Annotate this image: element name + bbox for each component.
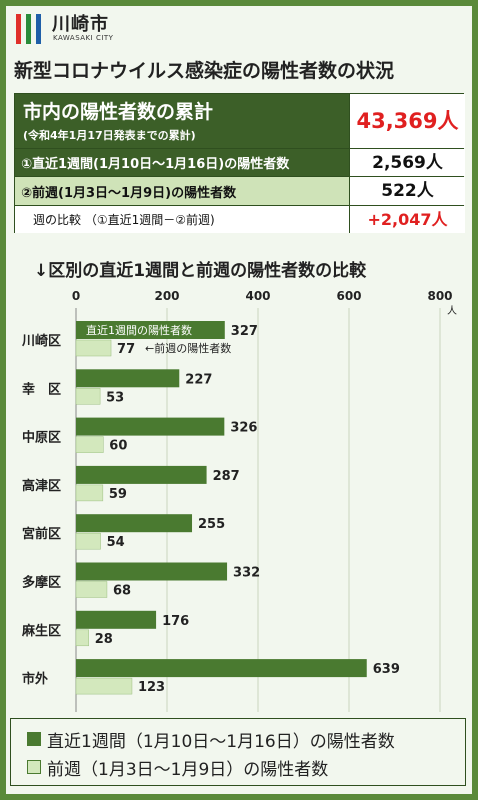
city-logo-mark-icon bbox=[16, 14, 41, 44]
city-name: 川崎市 bbox=[52, 14, 109, 35]
data-label-recent: 176 bbox=[162, 614, 189, 629]
data-label-previous: 77 bbox=[117, 342, 135, 357]
legend-swatch-previous bbox=[27, 760, 41, 774]
category-label: 宮前区 bbox=[22, 526, 61, 542]
x-tick-label: 800 bbox=[427, 289, 452, 303]
page-title: 新型コロナウイルス感染症の陽性者数の状況 bbox=[14, 60, 395, 82]
category-label: 市外 bbox=[22, 671, 48, 687]
bar-recent bbox=[76, 465, 207, 484]
recent-value: 2,569人 bbox=[349, 149, 465, 176]
bar-recent bbox=[76, 659, 367, 678]
previous-value: 522人 bbox=[349, 177, 465, 205]
bar-recent bbox=[76, 321, 225, 339]
legend-item-recent: 直近1週間（1月10日～1月16日）の陽性者数 bbox=[27, 727, 395, 752]
bar-previous bbox=[75, 388, 101, 405]
data-label-previous: 60 bbox=[109, 439, 127, 454]
bar-previous bbox=[75, 436, 104, 453]
bar-recent bbox=[76, 514, 193, 533]
data-label-previous: 123 bbox=[138, 680, 165, 695]
summary-row-previous: ②前週(1月3日～1月9日)の陽性者数 522人 bbox=[15, 177, 465, 206]
bar-recent bbox=[76, 417, 225, 436]
category-label: 中原区 bbox=[22, 430, 61, 446]
total-note: (令和4年1月17日発表までの累計) bbox=[23, 129, 196, 142]
x-tick-label: 400 bbox=[245, 289, 270, 303]
category-label: 多摩区 bbox=[22, 575, 61, 591]
data-label-recent: 255 bbox=[198, 517, 225, 532]
previous-label: ②前週(1月3日～1月9日)の陽性者数 bbox=[21, 185, 237, 201]
data-label-previous: 59 bbox=[109, 487, 127, 502]
category-label: 幸 区 bbox=[22, 381, 61, 397]
data-label-recent: 332 bbox=[233, 566, 260, 581]
bar-recent bbox=[76, 562, 228, 581]
data-label-previous: 28 bbox=[95, 632, 113, 647]
data-label-recent: 327 bbox=[231, 324, 258, 339]
category-label: 川崎区 bbox=[21, 333, 61, 349]
data-label-recent: 639 bbox=[373, 662, 400, 677]
chart-title: ↓区別の直近1週間と前週の陽性者数の比較 bbox=[34, 261, 367, 281]
bar-recent bbox=[76, 369, 180, 388]
bar-previous bbox=[75, 677, 133, 695]
data-label-recent: 287 bbox=[213, 469, 240, 484]
recent-label: ①直近1週間(1月10日～1月16日)の陽性者数 bbox=[21, 157, 290, 172]
data-label-previous: 54 bbox=[107, 535, 125, 550]
bar-previous bbox=[75, 581, 108, 598]
chart-legend: 直近1週間（1月10日～1月16日）の陽性者数 前週（1月3日～1月9日）の陽性… bbox=[10, 718, 466, 786]
bar-previous bbox=[75, 484, 104, 502]
bar-previous bbox=[75, 339, 112, 357]
bar-previous bbox=[75, 629, 89, 647]
summary-row-diff: 週の比較 （①直近1週間－②前週) +2,047人 bbox=[15, 206, 465, 233]
total-value: 43,369人 bbox=[349, 94, 465, 148]
total-label: 市内の陽性者数の累計 bbox=[23, 101, 214, 123]
data-label-previous: 53 bbox=[106, 390, 124, 405]
annotation-recent-bar: 直近1週間の陽性者数 bbox=[86, 323, 192, 337]
summary-table: 市内の陽性者数の累計 (令和4年1月17日発表までの累計) 43,369人 ①直… bbox=[14, 93, 465, 233]
summary-row-recent: ①直近1週間(1月10日～1月16日)の陽性者数 2,569人 bbox=[15, 149, 465, 177]
data-label-recent: 227 bbox=[185, 372, 212, 387]
legend-item-previous: 前週（1月3日～1月9日）の陽性者数 bbox=[27, 755, 329, 780]
data-label-recent: 326 bbox=[230, 421, 257, 436]
x-unit-label: 人 bbox=[447, 305, 457, 317]
legend-swatch-recent bbox=[27, 732, 41, 746]
x-tick-label: 600 bbox=[336, 289, 361, 303]
city-name-en: KAWASAKI CITY bbox=[53, 34, 114, 42]
category-label: 麻生区 bbox=[21, 623, 61, 639]
diff-label: 週の比較 （①直近1週間－②前週) bbox=[33, 213, 215, 227]
bar-previous bbox=[75, 532, 101, 550]
x-tick-label: 200 bbox=[154, 289, 179, 303]
x-tick-label: 0 bbox=[72, 289, 80, 303]
bar-recent bbox=[76, 610, 157, 629]
annotation-previous-bar: ←前週の陽性者数 bbox=[145, 341, 231, 355]
data-label-previous: 68 bbox=[113, 584, 131, 599]
category-label: 高津区 bbox=[22, 478, 61, 494]
legend-label-recent: 直近1週間（1月10日～1月16日）の陽性者数 bbox=[47, 731, 395, 752]
legend-label-previous: 前週（1月3日～1月9日）の陽性者数 bbox=[47, 759, 329, 780]
summary-row-total: 市内の陽性者数の累計 (令和4年1月17日発表までの累計) 43,369人 bbox=[15, 94, 465, 149]
diff-value: +2,047人 bbox=[349, 206, 465, 233]
